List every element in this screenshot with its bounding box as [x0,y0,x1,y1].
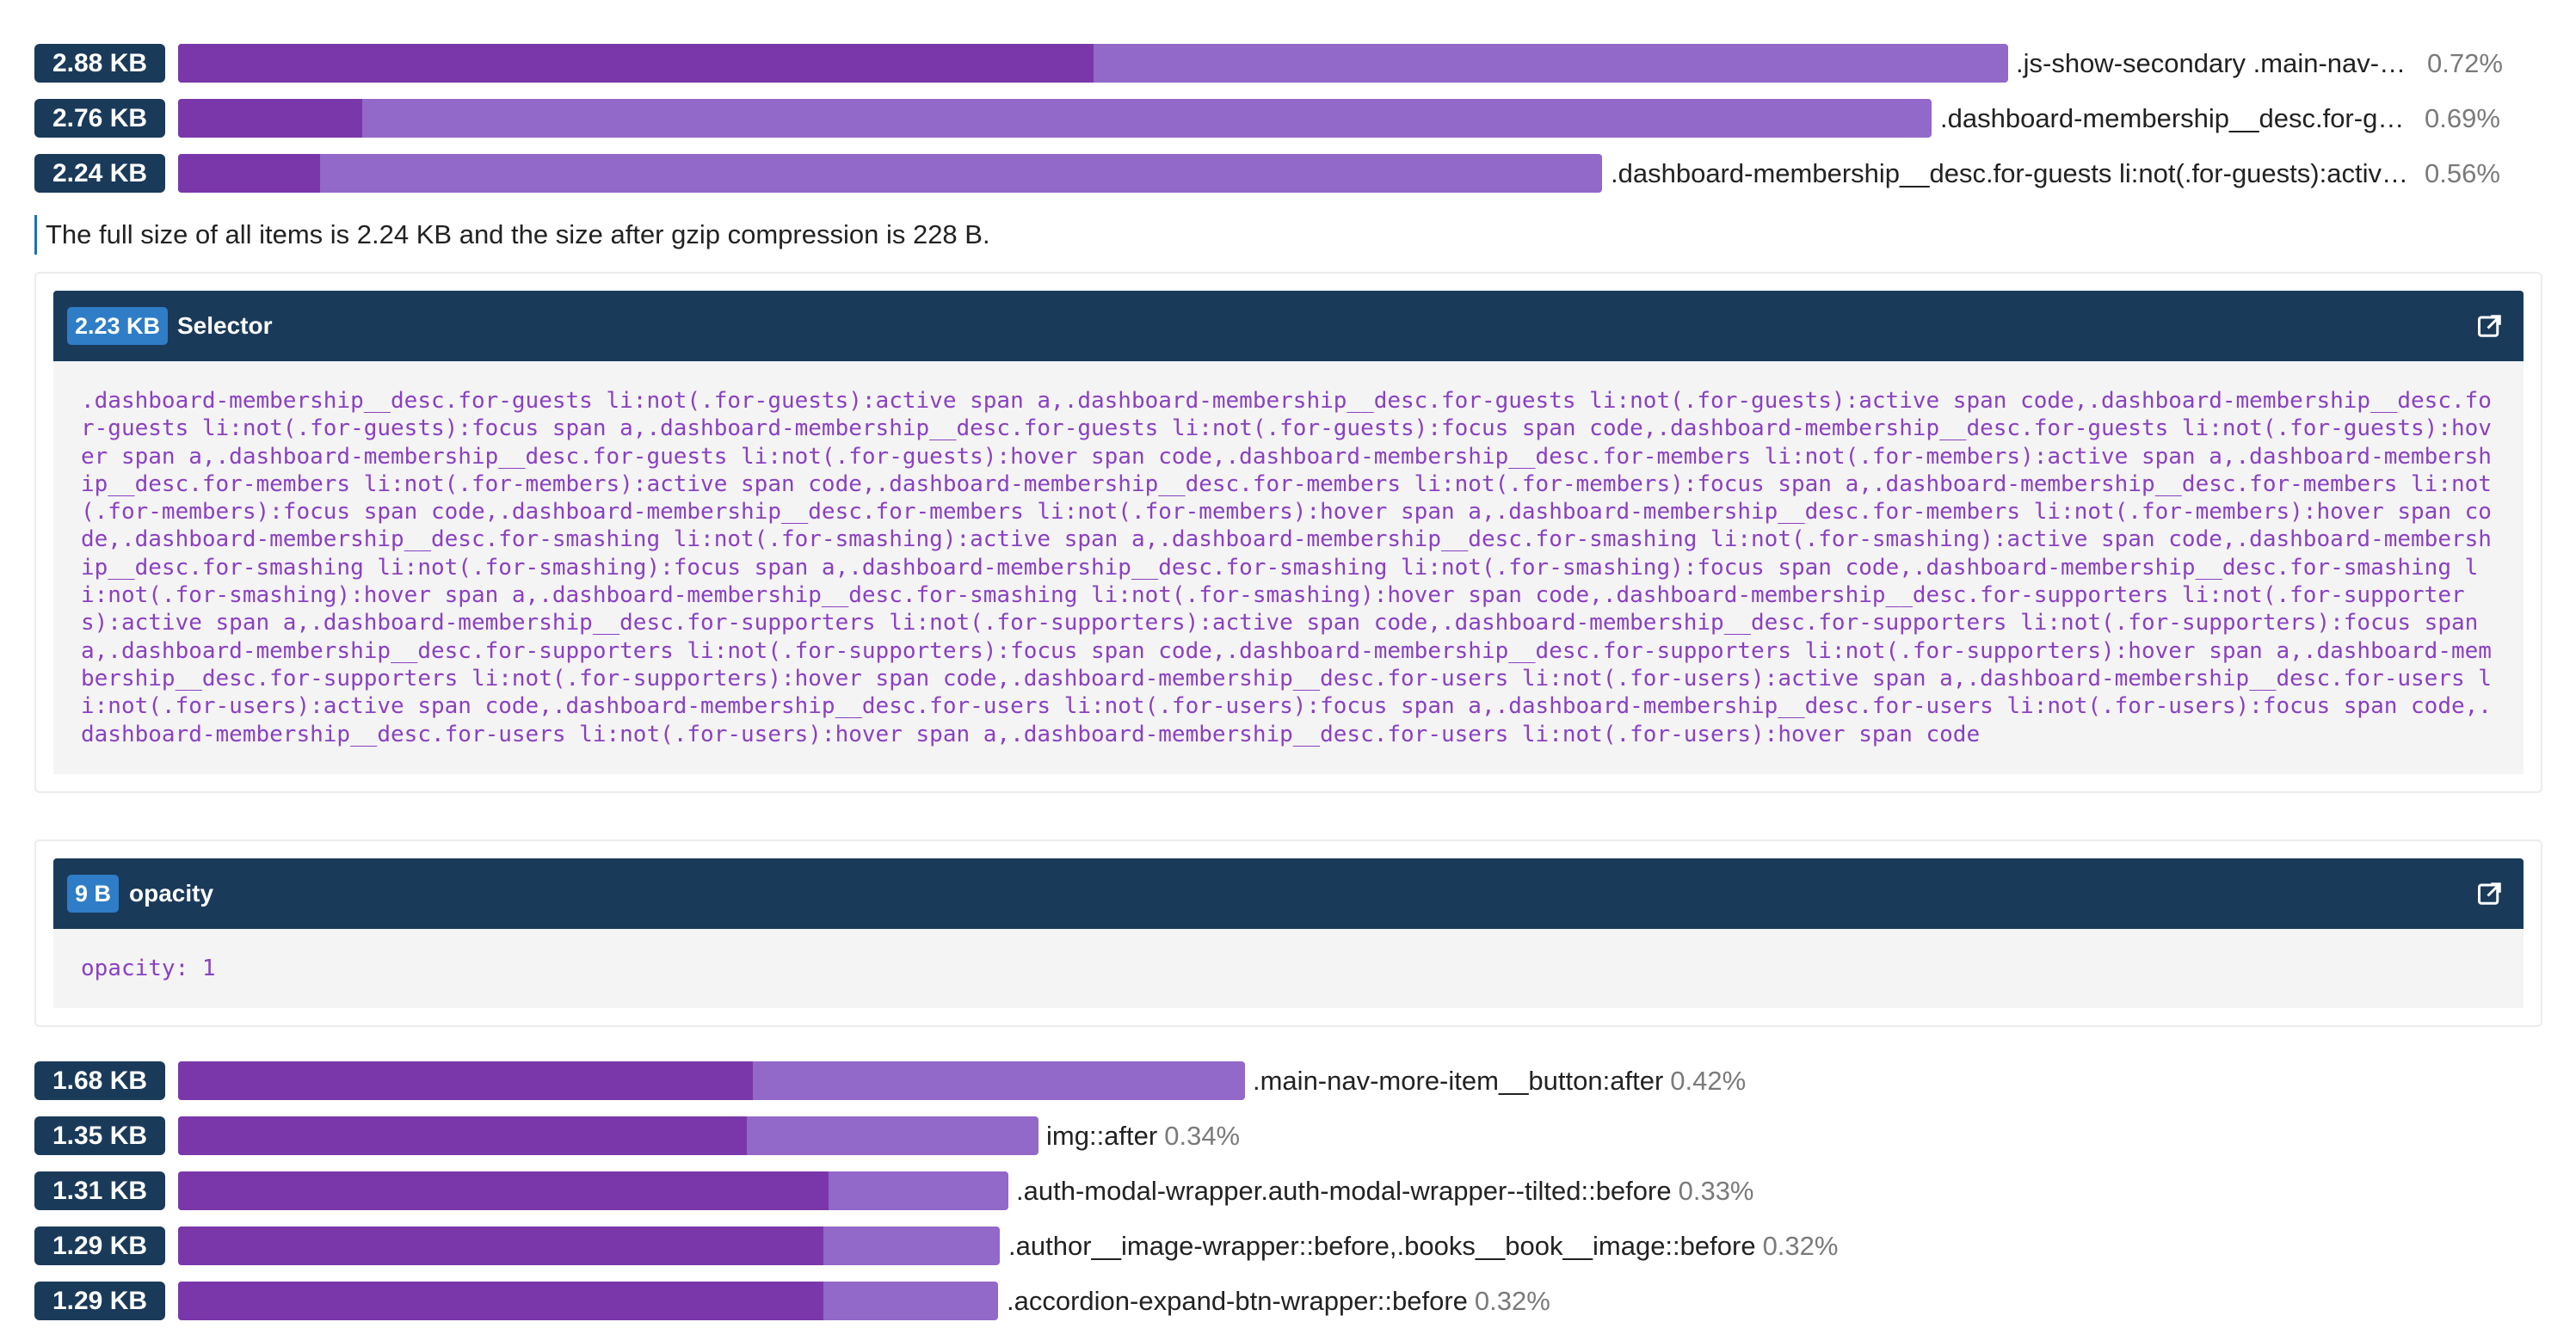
declaration-card: 9 B opacity opacity: 1 [34,839,2542,1028]
card-title: Selector [177,312,273,339]
size-row[interactable]: 1.29 KB .accordion-expand-btn-wrapper::b… [34,1282,2547,1320]
gzip-bar [178,1116,747,1155]
card-header: 9 B opacity [53,858,2524,929]
row-label: .accordion-expand-btn-wrapper::before 0.3… [1007,1282,1550,1320]
external-link-icon[interactable] [2477,881,2503,907]
gzip-bar [178,44,1094,83]
size-bar [178,1061,1245,1100]
card-body: .dashboard-membership__desc.for-guests l… [53,361,2524,774]
size-list-bottom: 1.68 KB .main-nav-more-item__button:afte… [34,1061,2547,1328]
row-label: .dashboard-membership__desc.for-guests l… [1611,154,2500,193]
size-bar [178,99,1932,138]
size-badge: 1.29 KB [34,1282,165,1320]
size-list-top: 2.88 KB .js-show-secondary .main-nav-mor… [34,44,2547,209]
selector-name: .auth-modal-wrapper.auth-modal-wrapper--… [1016,1176,1672,1206]
selector-name: .accordion-expand-btn-wrapper::before [1007,1286,1468,1316]
selector-card: 2.23 KB Selector .dashboard-membership__… [34,272,2542,793]
size-summary: The full size of all items is 2.24 KB an… [34,215,990,255]
size-badge: 2.88 KB [34,44,165,83]
card-size-badge: 2.23 KB [67,307,169,345]
selector-name: .dashboard-membership__desc.for-guests l… [1940,103,2418,133]
size-percent: 0.34% [1164,1121,1241,1151]
gzip-bar [178,1227,823,1265]
size-badge: 1.35 KB [34,1116,165,1155]
size-row[interactable]: 2.24 KB .dashboard-membership__desc.for-… [34,154,2547,193]
selector-code: .dashboard-membership__desc.for-guests l… [81,388,2492,747]
external-link-icon[interactable] [2477,313,2503,339]
size-badge: 1.29 KB [34,1227,165,1265]
selector-name: img::after [1046,1121,1158,1151]
size-badge: 2.24 KB [34,154,165,193]
gzip-bar [178,1282,823,1320]
size-bar [178,44,2008,83]
size-row[interactable]: 1.31 KB .auth-modal-wrapper.auth-modal-w… [34,1171,2547,1210]
selector-name: .author__image-wrapper::before,.books__b… [1008,1231,1756,1261]
row-label: .author__image-wrapper::before,.books__b… [1008,1227,1838,1265]
size-percent: 0.33% [1678,1176,1754,1206]
size-badge: 2.76 KB [34,99,165,138]
size-bar [178,1116,1038,1155]
selector-name: .dashboard-membership__desc.for-guests l… [1611,158,2418,188]
card-size-badge: 9 B [67,875,120,913]
declaration-code: opacity: 1 [81,956,216,981]
size-percent: 0.32% [1474,1286,1550,1316]
row-label: img::after 0.34% [1046,1116,1240,1155]
size-percent: 0.69% [2425,103,2500,133]
size-percent: 0.56% [2425,158,2500,188]
size-row[interactable]: 2.76 KB .dashboard-membership__desc.for-… [34,99,2547,138]
selector-name: .main-nav-more-item__button:after [1253,1066,1664,1096]
gzip-bar [178,99,362,138]
size-percent: 0.72% [2427,48,2503,78]
size-bar [178,1171,1008,1210]
card-title: opacity [129,880,214,907]
size-bar [178,154,1602,193]
size-bar [178,1282,998,1320]
row-label: .dashboard-membership__desc.for-guests l… [1940,99,2500,138]
size-row[interactable]: 1.35 KB img::after 0.34% [34,1116,2547,1155]
gzip-bar [178,1061,753,1100]
gzip-bar [178,154,320,193]
row-label: .js-show-secondary .main-nav-more-item__… [2016,44,2503,83]
size-percent: 0.32% [1762,1231,1839,1261]
card-header: 2.23 KB Selector [53,291,2524,361]
size-bar [178,1227,1000,1265]
size-badge: 1.68 KB [34,1061,165,1100]
row-label: .main-nav-more-item__button:after 0.42% [1253,1061,1746,1100]
row-label: .auth-modal-wrapper.auth-modal-wrapper--… [1016,1171,1754,1210]
gzip-bar [178,1171,829,1210]
size-percent: 0.42% [1670,1066,1747,1096]
card-body: opacity: 1 [53,929,2524,1009]
selector-name: .js-show-secondary .main-nav-more-item__… [2016,48,2420,78]
size-row[interactable]: 1.29 KB .author__image-wrapper::before,.… [34,1227,2547,1265]
size-row[interactable]: 1.68 KB .main-nav-more-item__button:afte… [34,1061,2547,1100]
size-row[interactable]: 2.88 KB .js-show-secondary .main-nav-mor… [34,44,2547,83]
size-badge: 1.31 KB [34,1171,165,1210]
